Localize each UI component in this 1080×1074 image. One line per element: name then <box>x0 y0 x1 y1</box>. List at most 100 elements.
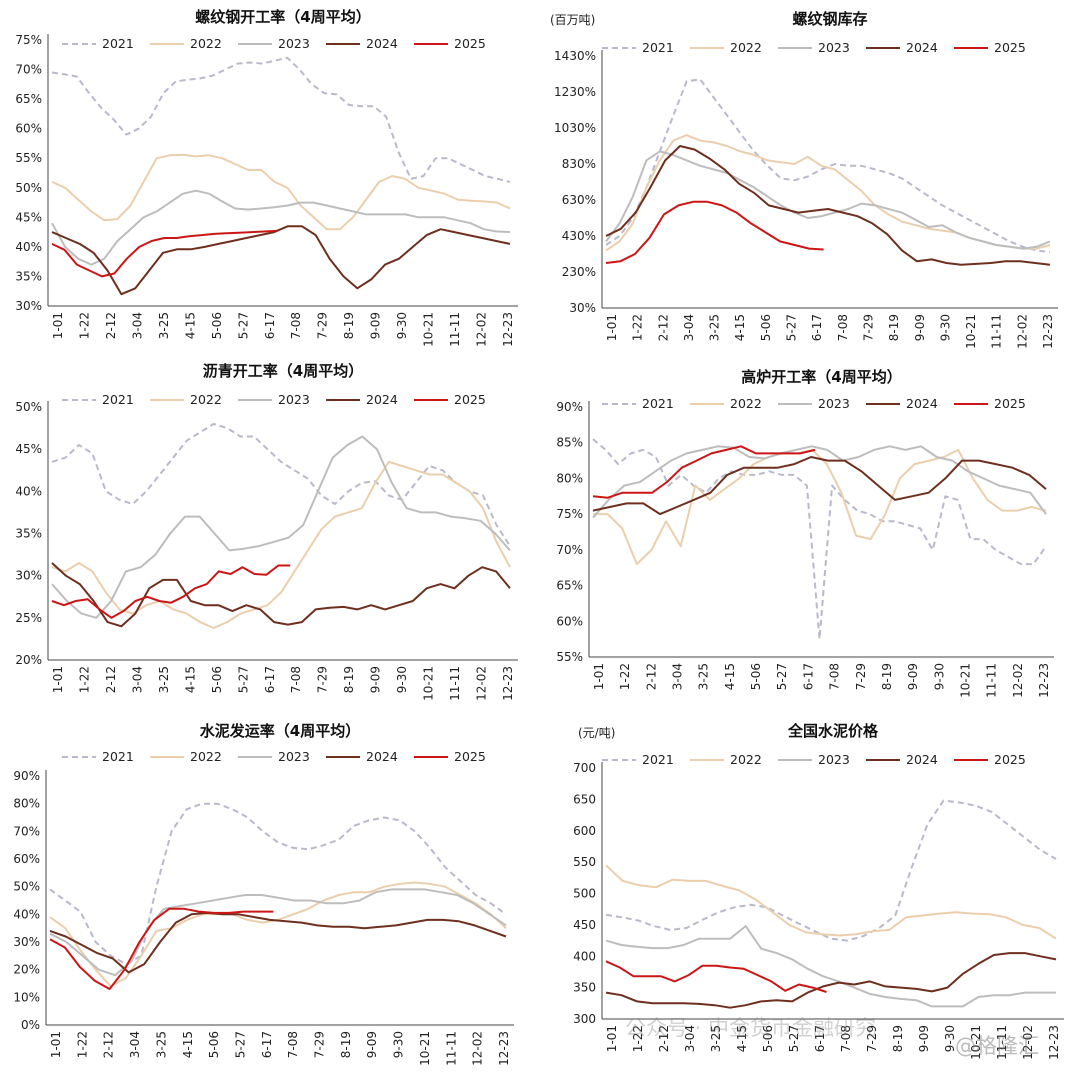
legend-label-2021: 2021 <box>642 40 674 55</box>
x-tick-label: 3-25 <box>157 312 171 339</box>
legend-label-2025: 2025 <box>994 40 1026 55</box>
legend-label-2024: 2024 <box>366 36 398 51</box>
x-tick-label: 12-02 <box>1021 1025 1035 1060</box>
y-tick-label: 50% <box>15 181 42 195</box>
x-tick-label: 12-02 <box>1011 663 1025 698</box>
series-line-2025 <box>51 229 277 278</box>
y-tick-label: 90% <box>13 769 40 783</box>
x-tick-label: 5-06 <box>761 1025 775 1052</box>
series-line-2022 <box>605 864 1057 940</box>
x-tick-label: 4-15 <box>183 312 197 339</box>
x-tick-label: 5-27 <box>236 312 250 339</box>
y-tick-label: 45% <box>15 442 42 456</box>
x-tick-label: 11-11 <box>448 312 462 347</box>
x-tick-label: 12-02 <box>475 312 489 347</box>
y-tick-label: 0% <box>21 1018 40 1032</box>
y-tick-label: 40% <box>13 907 40 921</box>
y-tick-label: 70% <box>13 824 40 838</box>
y-tick-label: 60% <box>556 614 583 628</box>
x-tick-label: 4-15 <box>733 314 747 341</box>
x-tick-label: 3-25 <box>709 1025 723 1052</box>
series-line-2021 <box>605 78 1051 254</box>
x-tick-label: 2-12 <box>657 1025 671 1052</box>
x-tick-label: 1-01 <box>51 666 65 693</box>
series-line-2023 <box>592 445 1047 519</box>
series-line-2021 <box>592 438 1047 641</box>
x-tick-label: 5-06 <box>210 666 224 693</box>
x-tick-label: 2-12 <box>102 1031 116 1058</box>
y-axis-unit: (元/吨) <box>578 726 615 740</box>
y-tick-label: 35% <box>15 527 42 541</box>
y-tick-label: 90% <box>556 400 583 414</box>
legend-label-2025: 2025 <box>994 396 1026 411</box>
x-tick-label: 9-09 <box>365 1031 379 1058</box>
legend-label-2022: 2022 <box>730 40 762 55</box>
x-tick-label: 5-27 <box>785 314 799 341</box>
y-tick-label: 550 <box>573 855 596 869</box>
legend-label-2023: 2023 <box>818 40 850 55</box>
x-tick-label: 2-12 <box>104 312 118 339</box>
x-tick-label: 9-30 <box>932 663 946 690</box>
legend-label-2025: 2025 <box>454 392 486 407</box>
x-tick-label: 1-01 <box>49 1031 63 1058</box>
x-tick-label: 10-21 <box>418 1031 432 1066</box>
x-tick-label: 8-19 <box>342 666 356 693</box>
x-tick-label: 6-17 <box>260 1031 274 1058</box>
chart-title: 水泥发运率（4周平均） <box>200 722 360 740</box>
x-tick-label: 5-06 <box>749 663 763 690</box>
x-tick-label: 5-27 <box>236 666 250 693</box>
x-tick-label: 2-12 <box>644 663 658 690</box>
y-tick-label: 45% <box>15 210 42 224</box>
series-line-2023 <box>51 189 511 266</box>
x-tick-label: 4-15 <box>183 666 197 693</box>
x-tick-label: 12-23 <box>501 666 515 701</box>
y-tick-label: 500 <box>573 887 596 901</box>
chart-panel-rebar-operating-rate: 螺纹钢开工率（4周平均） 30% 35% 40% 45% 50% 55% 60% 65% 70% 7… <box>0 0 540 358</box>
x-tick-label: 12-02 <box>471 1031 485 1066</box>
x-tick-label: 7-29 <box>865 1025 879 1052</box>
series-line-2022 <box>51 460 511 629</box>
x-tick-label: 3-04 <box>130 312 144 339</box>
x-tick-label: 3-04 <box>128 1031 142 1058</box>
series-line-2025 <box>49 907 274 990</box>
x-tick-label: 3-25 <box>157 666 171 693</box>
x-tick-label: 9-30 <box>938 314 952 341</box>
series-line-2023 <box>51 435 511 619</box>
x-tick-label: 9-09 <box>913 314 927 341</box>
x-tick-label: 9-09 <box>369 312 383 339</box>
chart-panel-cement-price: 全国水泥价格 (元/吨) 300 350 400 450 500 550 600 650 700 1-… <box>540 712 1080 1070</box>
x-tick-label: 6-17 <box>263 666 277 693</box>
x-tick-label: 8-19 <box>342 312 356 339</box>
y-tick-label: 10% <box>13 990 40 1004</box>
x-tick-label: 1-22 <box>631 314 645 341</box>
x-tick-label: 11-11 <box>444 1031 458 1066</box>
x-tick-label: 1-01 <box>51 312 65 339</box>
y-tick-label: 60% <box>15 122 42 136</box>
y-tick-label: 60% <box>13 852 40 866</box>
x-tick-label: 5-06 <box>759 314 773 341</box>
x-tick-label: 12-02 <box>1015 314 1029 349</box>
x-tick-label: 12-23 <box>501 312 515 347</box>
x-tick-label: 9-09 <box>906 663 920 690</box>
x-tick-label: 9-30 <box>395 312 409 339</box>
chart-panel-rebar-inventory: 螺纹钢库存 (百万吨) 30% 230% 430% 630% 830% 1030% 1230% 1… <box>540 0 1080 358</box>
x-tick-label: 11-11 <box>990 314 1004 349</box>
legend-label-2021: 2021 <box>102 749 134 764</box>
x-tick-label: 6-17 <box>263 312 277 339</box>
series-line-2025 <box>592 445 816 499</box>
x-tick-label: 8-19 <box>339 1031 353 1058</box>
watermark-text: 公众号 · 中金货币金融研究 <box>625 1016 877 1040</box>
x-tick-label: 5-27 <box>233 1031 247 1058</box>
x-tick-label: 7-08 <box>289 312 303 339</box>
chart-svg-blast-furnace-operating-rate: 高炉开工率（4周平均） 55% 60% 65% 70% 75% 80% 85% 90% 1-01 1… <box>556 368 1054 698</box>
x-tick-label: 3-04 <box>682 314 696 341</box>
chart-panel-asphalt-operating-rate: 沥青开工率（4周平均） 20% 25% 30% 35% 40% 45% 50% 1-01 1-22… <box>0 356 540 714</box>
series-line-2025 <box>605 960 827 993</box>
chart-panel-cement-shipment-rate: 水泥发运率（4周平均） 0% 10% 20% 30% 40% 50% 60% 70% 80% 90%… <box>0 712 540 1070</box>
x-tick-label: 10-21 <box>969 1025 983 1060</box>
x-tick-label: 10-21 <box>422 312 436 347</box>
y-tick-label: 25% <box>15 611 42 625</box>
x-tick-label: 7-29 <box>316 666 330 693</box>
series-line-2021 <box>605 799 1057 942</box>
x-tick-label: 1-01 <box>605 1025 619 1052</box>
